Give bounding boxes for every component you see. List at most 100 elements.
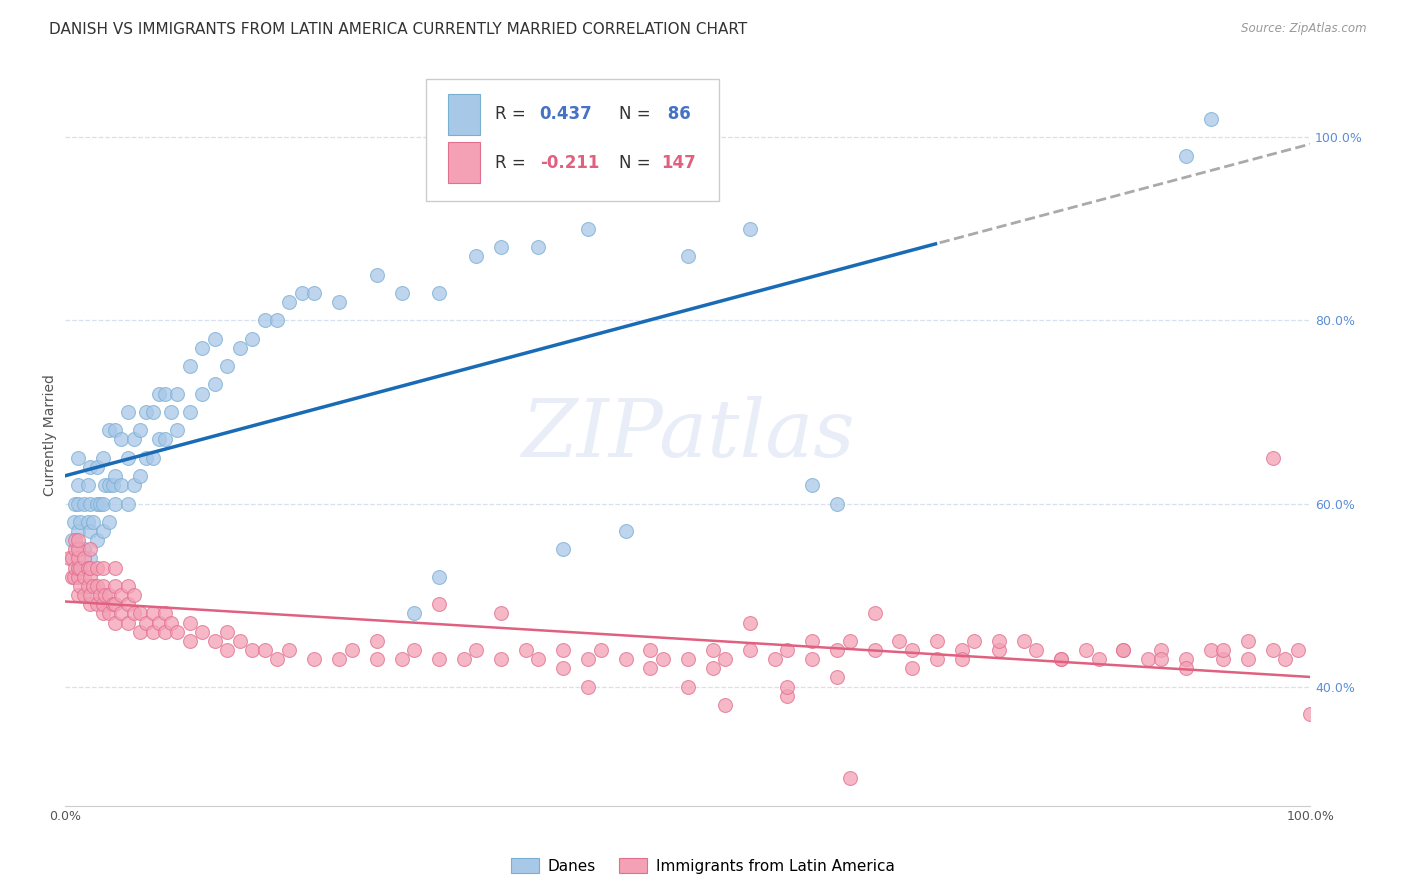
- Point: [465, 643, 488, 657]
- Point: [1212, 652, 1234, 666]
- Point: [65, 542, 87, 557]
- Point: [1150, 643, 1173, 657]
- Point: [89, 496, 111, 510]
- Point: [104, 496, 127, 510]
- Point: [614, 652, 637, 666]
- Point: [988, 643, 1011, 657]
- Point: [702, 661, 724, 675]
- Point: [1087, 652, 1109, 666]
- Point: [58, 551, 80, 566]
- Point: [1261, 450, 1284, 465]
- Point: [1050, 652, 1073, 666]
- Point: [963, 633, 986, 648]
- Point: [73, 542, 96, 557]
- Point: [66, 588, 89, 602]
- Point: [589, 643, 612, 657]
- Point: [91, 560, 114, 574]
- Point: [304, 285, 326, 300]
- Point: [110, 607, 132, 621]
- Point: [304, 652, 326, 666]
- Point: [69, 560, 91, 574]
- Point: [66, 560, 89, 574]
- Point: [65, 496, 87, 510]
- Point: [153, 624, 176, 639]
- Point: [640, 643, 662, 657]
- Point: [91, 524, 114, 538]
- Point: [104, 560, 127, 574]
- Point: [101, 597, 124, 611]
- Point: [489, 652, 512, 666]
- Point: [427, 652, 450, 666]
- Point: [101, 478, 124, 492]
- Point: [1299, 707, 1322, 722]
- Point: [104, 615, 127, 630]
- Point: [60, 551, 83, 566]
- Point: [86, 496, 108, 510]
- Point: [110, 478, 132, 492]
- Point: [640, 661, 662, 675]
- Point: [104, 579, 127, 593]
- Point: [553, 542, 575, 557]
- Point: [142, 607, 165, 621]
- Point: [1137, 652, 1160, 666]
- Point: [1274, 652, 1296, 666]
- Point: [91, 579, 114, 593]
- Point: [98, 607, 121, 621]
- Point: [950, 643, 973, 657]
- Point: [153, 607, 176, 621]
- Point: [110, 433, 132, 447]
- Point: [60, 570, 83, 584]
- Point: [179, 633, 201, 648]
- Point: [142, 624, 165, 639]
- Point: [117, 579, 139, 593]
- Point: [129, 469, 152, 483]
- Y-axis label: Currently Married: Currently Married: [44, 374, 58, 496]
- Point: [79, 597, 101, 611]
- Point: [427, 597, 450, 611]
- Point: [94, 588, 117, 602]
- Point: [763, 652, 786, 666]
- Point: [427, 570, 450, 584]
- Point: [1174, 652, 1197, 666]
- Point: [66, 570, 89, 584]
- Point: [838, 633, 860, 648]
- Point: [60, 533, 83, 548]
- Point: [153, 386, 176, 401]
- Point: [148, 386, 170, 401]
- Point: [738, 643, 761, 657]
- Point: [79, 459, 101, 474]
- Point: [179, 615, 201, 630]
- Point: [328, 652, 350, 666]
- Point: [901, 643, 924, 657]
- Point: [1199, 643, 1222, 657]
- Point: [117, 450, 139, 465]
- Point: [489, 240, 512, 254]
- Point: [153, 433, 176, 447]
- Point: [76, 560, 98, 574]
- Point: [94, 478, 117, 492]
- Point: [576, 680, 599, 694]
- Text: 0.437: 0.437: [540, 105, 592, 123]
- Text: DANISH VS IMMIGRANTS FROM LATIN AMERICA CURRENTLY MARRIED CORRELATION CHART: DANISH VS IMMIGRANTS FROM LATIN AMERICA …: [49, 22, 748, 37]
- Point: [204, 332, 226, 346]
- Point: [179, 405, 201, 419]
- Point: [838, 771, 860, 785]
- Point: [135, 450, 157, 465]
- Point: [135, 615, 157, 630]
- Point: [1112, 643, 1135, 657]
- Point: [79, 524, 101, 538]
- Point: [86, 459, 108, 474]
- Point: [66, 542, 89, 557]
- Point: [191, 624, 214, 639]
- Point: [776, 689, 799, 703]
- Point: [166, 624, 188, 639]
- Point: [453, 652, 475, 666]
- Point: [122, 433, 145, 447]
- FancyBboxPatch shape: [447, 143, 479, 183]
- Point: [217, 624, 239, 639]
- Point: [863, 607, 886, 621]
- Point: [266, 652, 288, 666]
- Point: [1012, 633, 1035, 648]
- FancyBboxPatch shape: [447, 94, 479, 135]
- Point: [651, 652, 673, 666]
